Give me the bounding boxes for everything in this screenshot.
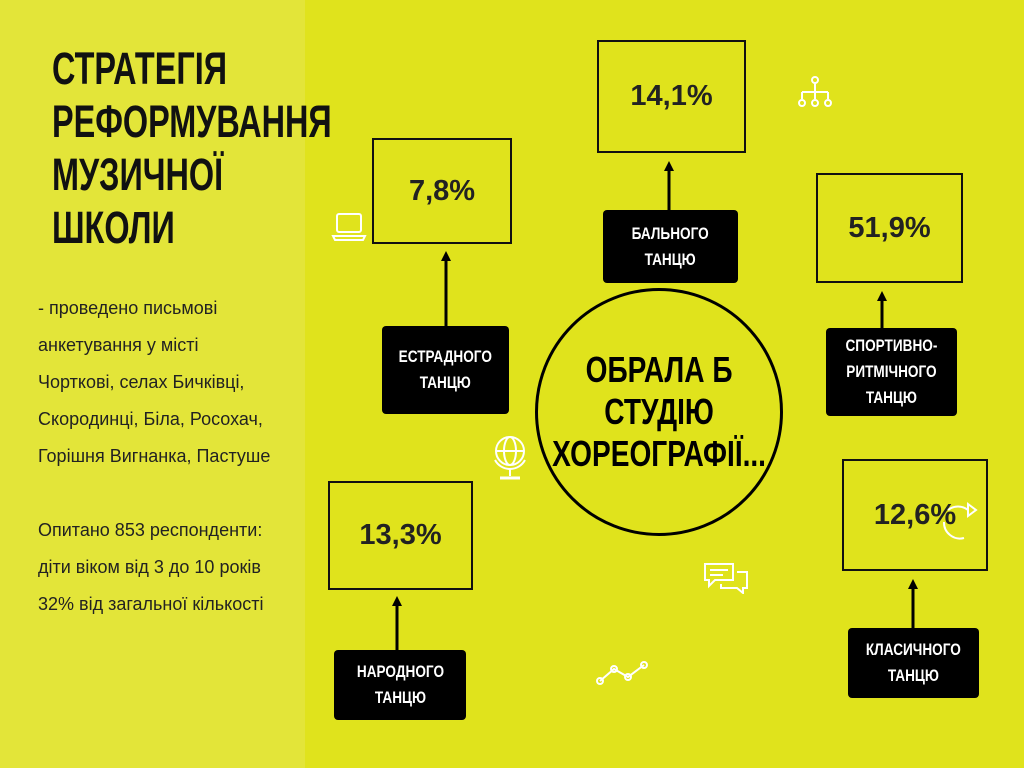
label-balnoho: БАЛЬНОГО ТАНЦЮ <box>603 210 738 283</box>
survey-description: - проведено письмові анкетування у місті… <box>38 290 338 623</box>
text-line: Скородинці, Біла, Росохач, <box>38 409 263 429</box>
chat-bubbles-icon <box>704 563 748 594</box>
title-line: МУЗИЧНОЇ <box>52 149 224 200</box>
text-line: Горішня Вигнанка, Пастуше <box>38 446 271 466</box>
text-line: Опитано 853 респонденти: <box>38 520 263 540</box>
text-line: Чорткові, селах Бичківці, <box>38 372 245 392</box>
title-line: СТРАТЕГІЯ <box>52 43 227 94</box>
text-line: - проведено письмові <box>38 298 218 318</box>
value-box-sportyvno: 51,9% <box>816 173 963 283</box>
label-text: БАЛЬНОГО ТАНЦЮ <box>631 223 710 269</box>
value-box-balnoho: 14,1% <box>597 40 746 153</box>
title-line: ШКОЛИ <box>52 202 175 253</box>
label-klasychnoho: КЛАСИЧНОГО ТАНЦЮ <box>848 628 979 698</box>
globe-icon <box>494 436 526 480</box>
center-text: ОБРАЛА Б СТУДІЮ ХОРЕОГРАФІЇ... <box>552 349 766 474</box>
label-text: СПОРТИВНО- РИТМІЧНОГО ТАНЦЮ <box>845 336 938 407</box>
left-panel <box>0 0 305 768</box>
center-circle: ОБРАЛА Б СТУДІЮ ХОРЕОГРАФІЇ... <box>535 288 783 536</box>
label-narodnoho: НАРОДНОГО ТАНЦЮ <box>334 650 466 720</box>
line-chart-icon <box>596 661 648 685</box>
page-title: СТРАТЕГІЯ РЕФОРМУВАННЯ МУЗИЧНОЇ ШКОЛИ <box>52 42 332 254</box>
value-box-estradnoho: 7,8% <box>372 138 512 244</box>
text-line: анкетування у місті <box>38 335 199 355</box>
label-text: КЛАСИЧНОГО ТАНЦЮ <box>865 640 961 685</box>
text-line: 32% від загальної кількості <box>38 594 264 614</box>
hierarchy-icon <box>798 76 832 107</box>
label-estradnoho: ЕСТРАДНОГО ТАНЦЮ <box>382 326 509 414</box>
label-text: ЕСТРАДНОГО ТАНЦЮ <box>398 347 493 392</box>
laptop-icon <box>331 213 367 241</box>
label-text: НАРОДНОГО ТАНЦЮ <box>356 662 444 707</box>
refresh-arrow-icon <box>942 502 978 540</box>
text-line: діти віком від 3 до 10 років <box>38 557 261 577</box>
value-box-klasychnoho: 12,6% <box>842 459 988 571</box>
title-line: РЕФОРМУВАННЯ <box>52 96 332 147</box>
value-box-narodnoho: 13,3% <box>328 481 473 590</box>
label-sportyvno: СПОРТИВНО- РИТМІЧНОГО ТАНЦЮ <box>826 328 957 416</box>
